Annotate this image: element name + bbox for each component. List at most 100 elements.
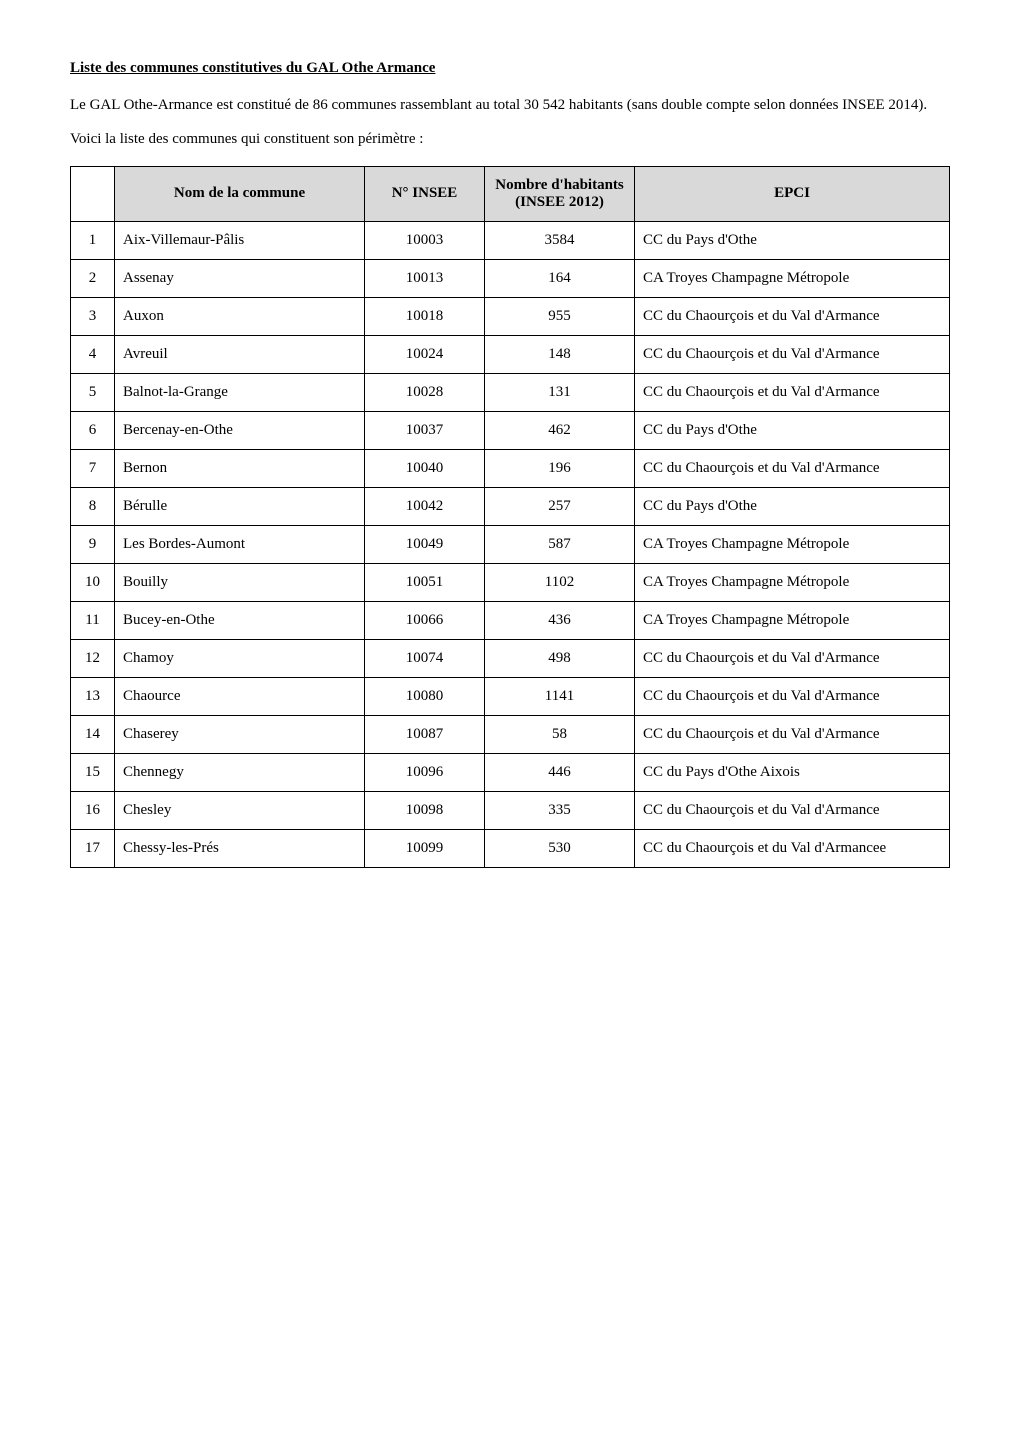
cell-insee: 10013 [365,259,485,297]
cell-index: 17 [71,829,115,867]
table-row: 9Les Bordes-Aumont10049587CA Troyes Cham… [71,525,950,563]
cell-name: Chamoy [115,639,365,677]
cell-epci: CC du Pays d'Othe Aixois [635,753,950,791]
cell-name: Les Bordes-Aumont [115,525,365,563]
cell-insee: 10074 [365,639,485,677]
col-name: Nom de la commune [115,166,365,221]
cell-population: 335 [485,791,635,829]
cell-epci: CC du Pays d'Othe [635,487,950,525]
table-row: 14Chaserey1008758CC du Chaourçois et du … [71,715,950,753]
cell-population: 1141 [485,677,635,715]
cell-insee: 10087 [365,715,485,753]
cell-epci: CA Troyes Champagne Métropole [635,525,950,563]
cell-name: Chessy-les-Prés [115,829,365,867]
cell-epci: CA Troyes Champagne Métropole [635,601,950,639]
cell-index: 8 [71,487,115,525]
cell-index: 6 [71,411,115,449]
cell-name: Balnot-la-Grange [115,373,365,411]
cell-index: 16 [71,791,115,829]
table-row: 15Chennegy10096446CC du Pays d'Othe Aixo… [71,753,950,791]
cell-insee: 10024 [365,335,485,373]
col-population: Nombre d'habitants (INSEE 2012) [485,166,635,221]
table-row: 7Bernon10040196CC du Chaourçois et du Va… [71,449,950,487]
cell-index: 1 [71,221,115,259]
cell-epci: CC du Pays d'Othe [635,221,950,259]
table-row: 16Chesley10098335CC du Chaourçois et du … [71,791,950,829]
cell-insee: 10066 [365,601,485,639]
cell-insee: 10028 [365,373,485,411]
cell-index: 12 [71,639,115,677]
cell-epci: CC du Chaourçois et du Val d'Armance [635,297,950,335]
cell-name: Bouilly [115,563,365,601]
cell-insee: 10096 [365,753,485,791]
cell-name: Chesley [115,791,365,829]
cell-epci: CC du Chaourçois et du Val d'Armancee [635,829,950,867]
cell-population: 148 [485,335,635,373]
table-row: 5Balnot-la-Grange10028131CC du Chaourçoi… [71,373,950,411]
table-row: 8Bérulle10042257CC du Pays d'Othe [71,487,950,525]
cell-population: 955 [485,297,635,335]
cell-population: 164 [485,259,635,297]
table-row: 10Bouilly100511102CA Troyes Champagne Mé… [71,563,950,601]
table-row: 12Chamoy10074498CC du Chaourçois et du V… [71,639,950,677]
cell-insee: 10080 [365,677,485,715]
col-epci: EPCI [635,166,950,221]
page-title: Liste des communes constitutives du GAL … [70,60,950,77]
cell-insee: 10051 [365,563,485,601]
cell-population: 3584 [485,221,635,259]
table-row: 1Aix-Villemaur-Pâlis100033584CC du Pays … [71,221,950,259]
cell-epci: CA Troyes Champagne Métropole [635,259,950,297]
table-row: 13Chaource100801141CC du Chaourçois et d… [71,677,950,715]
table-row: 3Auxon10018955CC du Chaourçois et du Val… [71,297,950,335]
cell-name: Bernon [115,449,365,487]
cell-index: 5 [71,373,115,411]
cell-epci: CC du Pays d'Othe [635,411,950,449]
cell-index: 2 [71,259,115,297]
cell-epci: CA Troyes Champagne Métropole [635,563,950,601]
cell-index: 3 [71,297,115,335]
cell-insee: 10037 [365,411,485,449]
cell-index: 10 [71,563,115,601]
cell-population: 436 [485,601,635,639]
cell-population: 1102 [485,563,635,601]
cell-population: 462 [485,411,635,449]
cell-insee: 10040 [365,449,485,487]
intro-paragraph-1: Le GAL Othe-Armance est constitué de 86 … [70,95,950,115]
cell-epci: CC du Chaourçois et du Val d'Armance [635,449,950,487]
table-row: 11Bucey-en-Othe10066436CA Troyes Champag… [71,601,950,639]
cell-index: 13 [71,677,115,715]
cell-name: Aix-Villemaur-Pâlis [115,221,365,259]
cell-epci: CC du Chaourçois et du Val d'Armance [635,791,950,829]
cell-index: 15 [71,753,115,791]
cell-name: Bercenay-en-Othe [115,411,365,449]
cell-epci: CC du Chaourçois et du Val d'Armance [635,715,950,753]
cell-name: Bérulle [115,487,365,525]
cell-name: Assenay [115,259,365,297]
communes-table: Nom de la commune N° INSEE Nombre d'habi… [70,166,950,868]
cell-population: 446 [485,753,635,791]
cell-population: 196 [485,449,635,487]
cell-insee: 10049 [365,525,485,563]
cell-epci: CC du Chaourçois et du Val d'Armance [635,373,950,411]
table-row: 17Chessy-les-Prés10099530CC du Chaourçoi… [71,829,950,867]
cell-insee: 10099 [365,829,485,867]
cell-population: 131 [485,373,635,411]
cell-population: 58 [485,715,635,753]
cell-population: 587 [485,525,635,563]
col-index [71,166,115,221]
intro-paragraph-2: Voici la liste des communes qui constitu… [70,129,950,149]
cell-name: Chaserey [115,715,365,753]
cell-epci: CC du Chaourçois et du Val d'Armance [635,335,950,373]
cell-population: 257 [485,487,635,525]
cell-index: 4 [71,335,115,373]
cell-index: 9 [71,525,115,563]
cell-index: 14 [71,715,115,753]
cell-population: 498 [485,639,635,677]
cell-epci: CC du Chaourçois et du Val d'Armance [635,639,950,677]
table-header-row: Nom de la commune N° INSEE Nombre d'habi… [71,166,950,221]
cell-insee: 10098 [365,791,485,829]
cell-name: Auxon [115,297,365,335]
cell-name: Chaource [115,677,365,715]
cell-index: 11 [71,601,115,639]
cell-index: 7 [71,449,115,487]
